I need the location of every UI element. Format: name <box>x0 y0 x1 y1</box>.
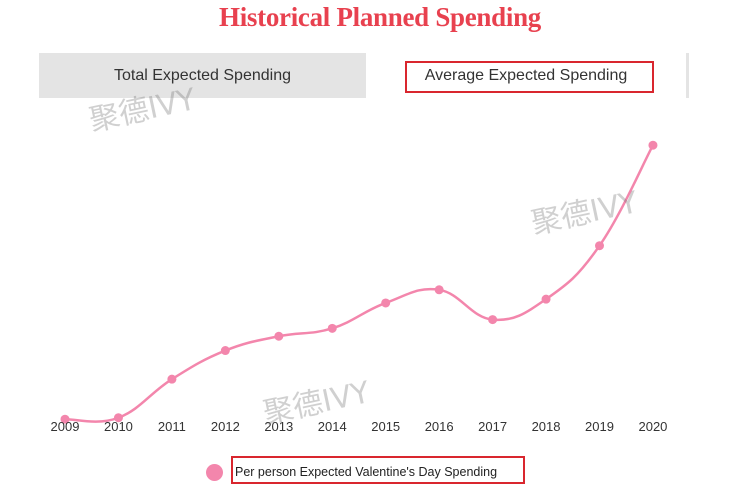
data-point-2009[interactable] <box>60 414 70 424</box>
data-point-2014[interactable] <box>327 323 337 333</box>
x-tick-label: 2009 <box>51 419 80 434</box>
x-tick-label: 2012 <box>211 419 240 434</box>
data-point-2012[interactable] <box>220 346 230 356</box>
legend-marker-icon <box>206 463 223 481</box>
series-line <box>64 144 655 423</box>
data-point-2018[interactable] <box>541 294 551 304</box>
data-point-2017[interactable] <box>488 315 498 325</box>
x-tick-label: 2017 <box>478 419 507 434</box>
x-tick-label: 2014 <box>318 419 347 434</box>
x-tick-label: 2015 <box>371 419 400 434</box>
tab-total-expected-spending[interactable]: Total Expected Spending <box>113 67 291 84</box>
x-tick-label: 2013 <box>264 419 293 434</box>
x-tick-label: 2010 <box>104 419 133 434</box>
data-point-2020[interactable] <box>648 140 658 150</box>
x-tick-label: 2020 <box>638 419 667 434</box>
data-point-2016[interactable] <box>434 285 444 295</box>
data-point-2011[interactable] <box>167 374 177 384</box>
data-point-2015[interactable] <box>381 298 391 308</box>
data-point-2013[interactable] <box>274 331 284 341</box>
x-tick-label: 2018 <box>532 419 561 434</box>
x-tick-label: 2011 <box>158 419 186 434</box>
data-point-2019[interactable] <box>595 241 604 251</box>
chart-legend[interactable]: Per person Expected Valentine's Day Spen… <box>206 462 497 482</box>
x-tick-label: 2016 <box>425 419 454 434</box>
legend-label: Per person Expected Valentine's Day Spen… <box>235 465 498 479</box>
x-tick-label: 2019 <box>585 419 614 434</box>
data-point-2010[interactable] <box>113 413 123 423</box>
page-title: Historical Planned Spending <box>219 2 541 32</box>
